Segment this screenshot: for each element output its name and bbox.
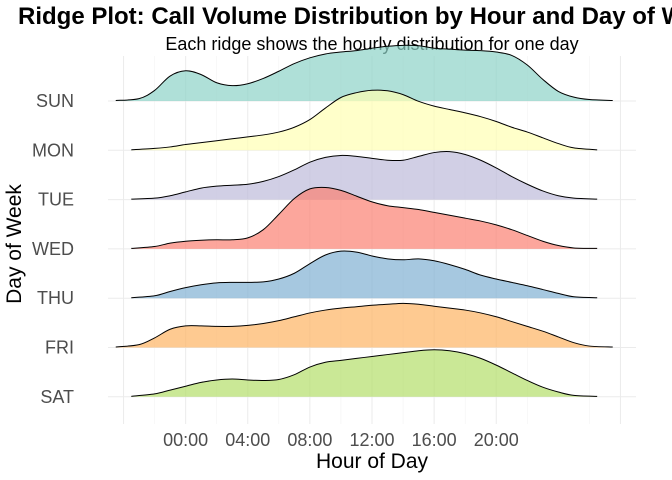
chart-title: Ridge Plot: Call Volume Distribution by …	[18, 3, 672, 30]
x-tick-label: 20:00	[474, 430, 519, 450]
ridges	[115, 44, 613, 397]
y-tick-label: MON	[32, 140, 74, 160]
y-tick-labels: SUN MON TUE WED THU FRI SAT	[32, 91, 74, 407]
ridge-line	[115, 302, 613, 348]
ridge-fri	[115, 302, 613, 348]
y-axis-label: Day of Week	[3, 184, 26, 304]
ridge-area	[131, 151, 598, 200]
ridge-area	[131, 187, 598, 249]
ridge-line	[131, 186, 598, 249]
ridge-line	[115, 44, 613, 102]
x-tick-label: 12:00	[349, 430, 394, 450]
ridge-line	[131, 250, 598, 299]
chart-subtitle: Each ridge shows the hourly distribution…	[165, 34, 578, 54]
y-tick-label: SUN	[36, 91, 74, 111]
ridge-line	[131, 89, 598, 151]
ridge-area	[131, 90, 598, 151]
ridge-area	[131, 349, 598, 397]
ridge-thu	[131, 250, 598, 299]
x-tick-label: 08:00	[287, 430, 332, 450]
ridge-area	[131, 250, 598, 299]
ridge-area	[115, 45, 613, 101]
x-tick-label: 04:00	[225, 430, 270, 450]
y-tick-label: TUE	[38, 190, 74, 210]
ridge-sun	[115, 44, 613, 102]
ridge-mon	[131, 89, 598, 151]
x-axis-label: Hour of Day	[316, 450, 429, 473]
y-tick-label: SAT	[40, 387, 74, 407]
ridge-tue	[131, 151, 598, 200]
y-tick-label: FRI	[45, 338, 74, 358]
ridge-sat	[131, 349, 598, 397]
ridge-wed	[131, 186, 598, 249]
ridge-area	[115, 303, 613, 348]
y-tick-label: WED	[32, 239, 74, 259]
y-tick-label: THU	[37, 288, 74, 308]
x-tick-label: 16:00	[412, 430, 457, 450]
ridge-line	[131, 151, 598, 200]
ridge-line	[131, 349, 598, 397]
x-tick-labels: 00:00 04:00 08:00 12:00 16:00 20:00	[163, 430, 519, 450]
x-tick-label: 00:00	[163, 430, 208, 450]
